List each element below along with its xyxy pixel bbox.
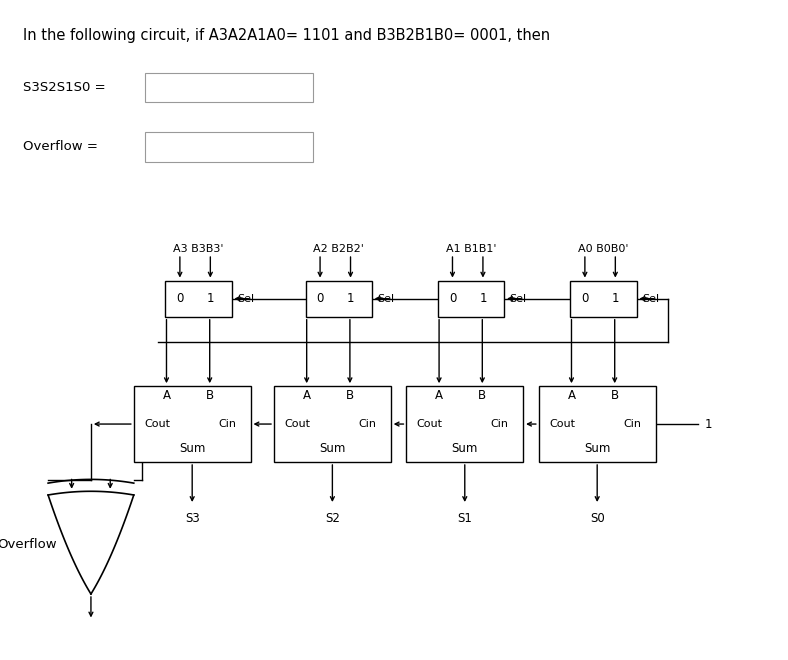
Text: Overflow =: Overflow = [23, 140, 98, 153]
Text: A3 B3B3': A3 B3B3' [173, 244, 224, 254]
Text: 0: 0 [177, 292, 184, 305]
Text: 0: 0 [449, 292, 456, 305]
Text: A1 B1B1': A1 B1B1' [446, 244, 496, 254]
Text: Cin: Cin [491, 419, 509, 429]
Text: 0: 0 [317, 292, 324, 305]
FancyBboxPatch shape [146, 132, 313, 162]
Text: S3: S3 [185, 512, 199, 525]
Text: A: A [567, 389, 575, 403]
Text: Sum: Sum [584, 442, 611, 455]
Bar [438, 280, 504, 317]
Text: B: B [346, 389, 354, 403]
Text: Cout: Cout [144, 419, 170, 429]
Bar [539, 386, 656, 462]
Text: Sel: Sel [237, 294, 254, 304]
Text: B: B [611, 389, 619, 403]
Text: S2: S2 [325, 512, 340, 525]
Text: S1: S1 [457, 512, 472, 525]
Text: A2 B2B2': A2 B2B2' [313, 244, 364, 254]
Text: S3S2S1S0 =: S3S2S1S0 = [23, 81, 106, 94]
Text: A0 B0B0': A0 B0B0' [578, 244, 629, 254]
Text: S0: S0 [589, 512, 604, 525]
Text: 1: 1 [479, 292, 487, 305]
Text: Overflow: Overflow [0, 538, 57, 551]
Text: Sel: Sel [377, 294, 394, 304]
Text: 1: 1 [704, 418, 712, 430]
Text: B: B [478, 389, 486, 403]
Text: Cin: Cin [218, 419, 236, 429]
Text: 0: 0 [582, 292, 589, 305]
Text: Sel: Sel [642, 294, 659, 304]
Text: 1: 1 [347, 292, 355, 305]
Bar [571, 280, 637, 317]
Bar [407, 386, 523, 462]
Text: B: B [206, 389, 214, 403]
Text: 1: 1 [206, 292, 214, 305]
Text: Sum: Sum [179, 442, 206, 455]
Bar [165, 280, 232, 317]
Text: Cin: Cin [359, 419, 377, 429]
Text: A: A [162, 389, 170, 403]
Text: 1: 1 [611, 292, 619, 305]
Text: In the following circuit, if A3A2A1A0= 1101 and B3B2B1B0= 0001, then: In the following circuit, if A3A2A1A0= 1… [23, 28, 550, 44]
Text: Cout: Cout [417, 419, 443, 429]
Text: Sum: Sum [452, 442, 478, 455]
Bar [306, 280, 372, 317]
FancyBboxPatch shape [146, 73, 313, 102]
Text: A: A [435, 389, 443, 403]
Text: Cout: Cout [284, 419, 310, 429]
Text: Sum: Sum [319, 442, 346, 455]
Bar [134, 386, 251, 462]
Text: Sel: Sel [510, 294, 526, 304]
Text: Cin: Cin [623, 419, 641, 429]
Text: A: A [303, 389, 310, 403]
Bar [274, 386, 391, 462]
Text: Cout: Cout [549, 419, 575, 429]
